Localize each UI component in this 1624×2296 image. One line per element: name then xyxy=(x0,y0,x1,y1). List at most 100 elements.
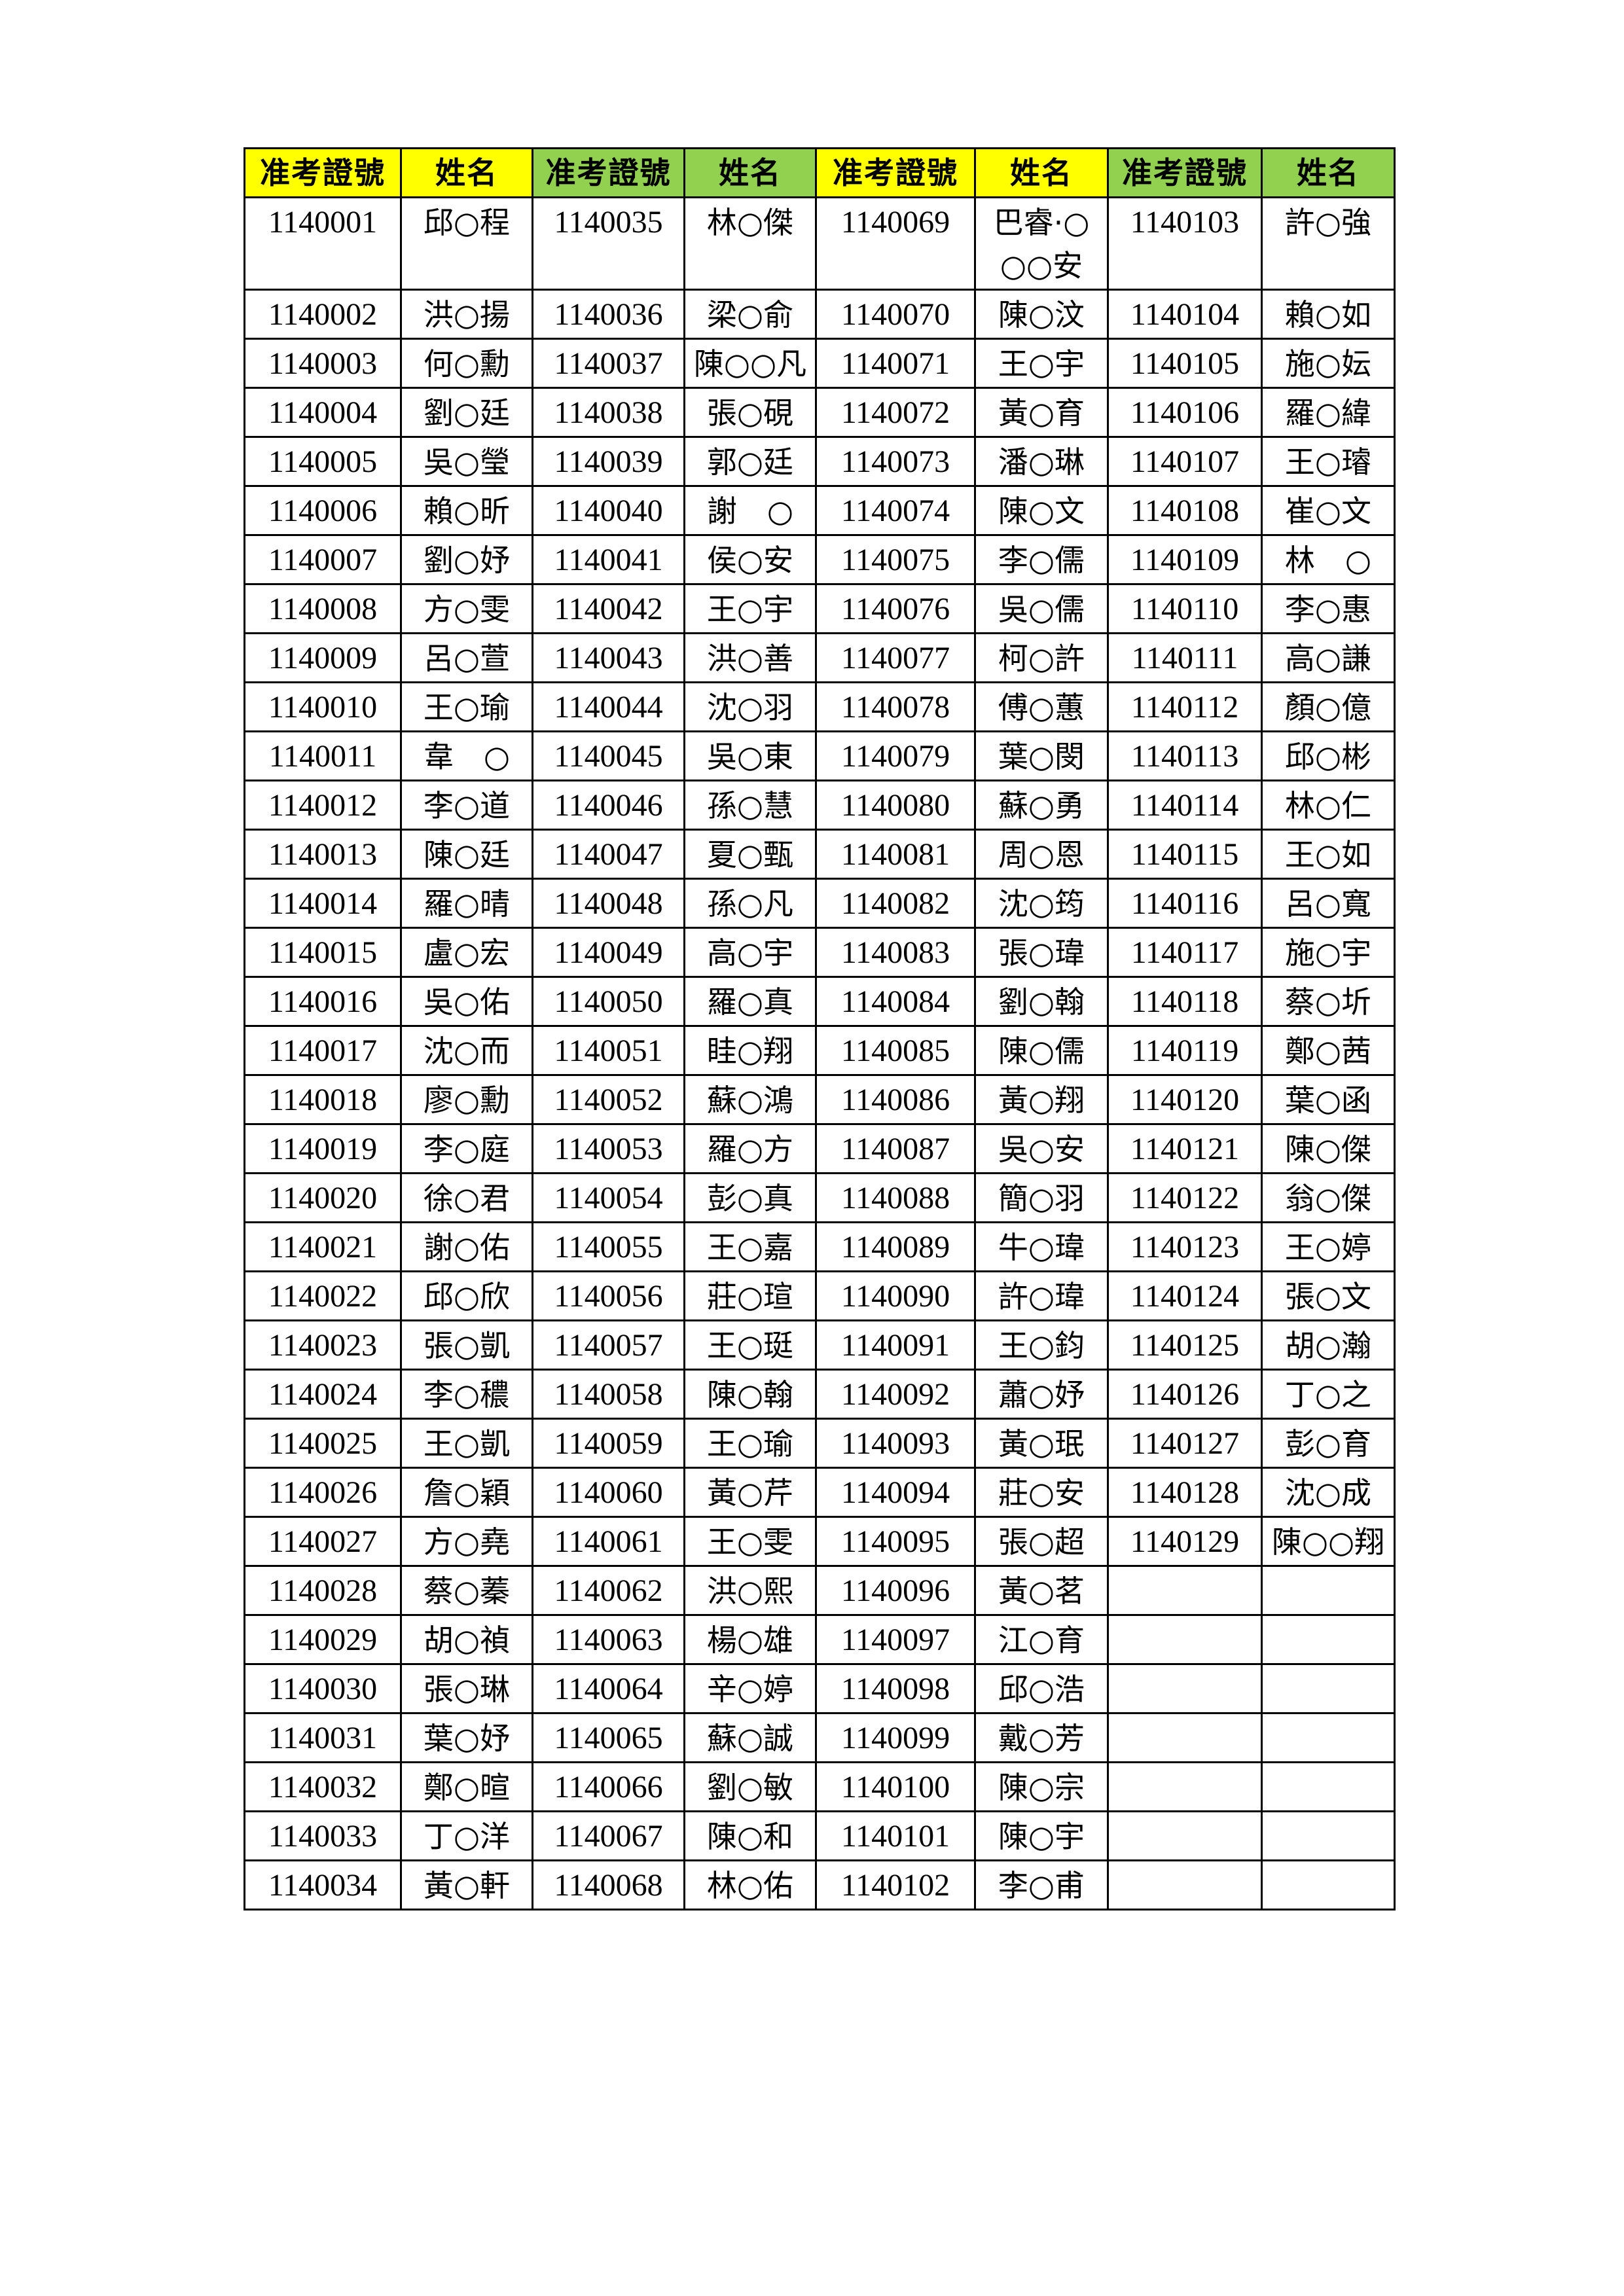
exam-number-cell: 1140071 xyxy=(815,338,976,389)
name-cell: 葉○函 xyxy=(1261,1074,1396,1125)
exam-number-cell: 1140093 xyxy=(815,1418,976,1469)
name-cell: 呂○萱 xyxy=(400,632,533,683)
exam-number-cell: 1140068 xyxy=(532,1859,685,1910)
name-cell: 劉○敏 xyxy=(683,1761,817,1812)
exam-number-cell: 1140041 xyxy=(532,534,685,585)
exam-number-cell: 1140116 xyxy=(1107,878,1263,929)
exam-number-cell xyxy=(1107,1663,1263,1714)
exam-number-cell: 1140122 xyxy=(1107,1172,1263,1223)
name-cell: 劉○妤 xyxy=(400,534,533,585)
exam-number-cell: 1140047 xyxy=(532,829,685,880)
exam-number-cell: 1140001 xyxy=(244,196,402,291)
table-row: 1140031 葉○妤 1140065 蘇○誠 1140099 戴○芳 xyxy=(244,1712,1396,1763)
exam-number-cell: 1140033 xyxy=(244,1810,402,1861)
name-cell: 邱○欣 xyxy=(400,1270,533,1321)
table-row: 1140033 丁○洋 1140067 陳○和 1140101 陳○宇 xyxy=(244,1810,1396,1861)
name-cell: 高○謙 xyxy=(1261,632,1396,683)
exam-number-cell xyxy=(1107,1614,1263,1665)
exam-number-cell: 1140010 xyxy=(244,681,402,732)
exam-number-cell: 1140055 xyxy=(532,1221,685,1272)
name-cell: 黃○育 xyxy=(974,387,1109,438)
exam-number-cell: 1140063 xyxy=(532,1614,685,1665)
name-cell: 陳○○凡 xyxy=(683,338,817,389)
exam-number-cell: 1140112 xyxy=(1107,681,1263,732)
exam-number-cell: 1140106 xyxy=(1107,387,1263,438)
name-cell: 廖○勳 xyxy=(400,1074,533,1125)
name-cell: 林 ○ xyxy=(1261,534,1396,585)
exam-number-cell: 1140022 xyxy=(244,1270,402,1321)
name-cell: 謝 ○ xyxy=(683,485,817,536)
table-row: 1140014 羅○晴 1140048 孫○凡 1140082 沈○筠 1140116 呂○寬 xyxy=(244,878,1396,929)
name-cell: 沈○筠 xyxy=(974,878,1109,929)
name-cell: 洪○揚 xyxy=(400,289,533,340)
exam-number-cell: 1140027 xyxy=(244,1516,402,1567)
name-cell: 蔡○圻 xyxy=(1261,976,1396,1027)
name-cell: 陳○儒 xyxy=(974,1025,1109,1076)
exam-number-cell: 1140030 xyxy=(244,1663,402,1714)
name-cell: 施○妘 xyxy=(1261,338,1396,389)
exam-number-cell: 1140034 xyxy=(244,1859,402,1910)
exam-number-cell: 1140060 xyxy=(532,1467,685,1518)
name-cell: 李○甫 xyxy=(974,1859,1109,1910)
name-cell: 陳○汶 xyxy=(974,289,1109,340)
exam-number-cell: 1140035 xyxy=(532,196,685,291)
exam-number-cell: 1140013 xyxy=(244,829,402,880)
exam-number-cell: 1140081 xyxy=(815,829,976,880)
table-row: 1140002 洪○揚 1140036 梁○俞 1140070 陳○汶 1140104 賴○如 xyxy=(244,289,1396,340)
table-row: 1140026 詹○穎 1140060 黃○芹 1140094 莊○安 1140128 沈○成 xyxy=(244,1467,1396,1518)
exam-number-cell: 1140026 xyxy=(244,1467,402,1518)
exam-number-cell: 1140103 xyxy=(1107,196,1263,291)
header-name: 姓名 xyxy=(400,147,533,198)
table-row: 1140020 徐○君 1140054 彭○真 1140088 簡○羽 1140122 翁○傑 xyxy=(244,1172,1396,1223)
table-row: 1140021 謝○佑 1140055 王○嘉 1140089 牛○瑋 1140123 王○婷 xyxy=(244,1221,1396,1272)
exam-number-cell: 1140125 xyxy=(1107,1319,1263,1371)
name-cell: 王○鈞 xyxy=(974,1319,1109,1371)
name-cell: 陳○○翔 xyxy=(1261,1516,1396,1567)
name-cell: 崔○文 xyxy=(1261,485,1396,536)
name-cell: 黃○軒 xyxy=(400,1859,533,1910)
table-row: 1140015 盧○宏 1140049 高○宇 1140083 張○瑋 1140117 施○宇 xyxy=(244,927,1396,978)
table-row: 1140025 王○凱 1140059 王○瑜 1140093 黃○珉 1140127 彭○育 xyxy=(244,1418,1396,1469)
name-cell: 顏○億 xyxy=(1261,681,1396,732)
exam-number-cell: 1140040 xyxy=(532,485,685,536)
exam-number-cell: 1140062 xyxy=(532,1565,685,1616)
name-cell: 王○宇 xyxy=(974,338,1109,389)
exam-number-cell: 1140008 xyxy=(244,583,402,634)
exam-number-cell: 1140038 xyxy=(532,387,685,438)
name-cell: 黃○珉 xyxy=(974,1418,1109,1469)
header-exam-number: 准考證號 xyxy=(532,147,685,198)
exam-roster-table: 准考證號 姓名 准考證號 姓名 准考證號 姓名 准考證號 姓名 1140001 邱… xyxy=(244,147,1396,1910)
exam-number-cell: 1140058 xyxy=(532,1369,685,1420)
name-cell: 傅○蕙 xyxy=(974,681,1109,732)
exam-number-cell: 1140085 xyxy=(815,1025,976,1076)
name-cell: 蕭○妤 xyxy=(974,1369,1109,1420)
name-cell: 施○宇 xyxy=(1261,927,1396,978)
exam-number-cell: 1140117 xyxy=(1107,927,1263,978)
name-cell: 林○佑 xyxy=(683,1859,817,1910)
name-cell: 彭○真 xyxy=(683,1172,817,1223)
table-row: 1140008 方○雯 1140042 王○宇 1140076 吳○儒 1140110 李○惠 xyxy=(244,583,1396,634)
exam-number-cell: 1140067 xyxy=(532,1810,685,1861)
name-cell: 黃○茗 xyxy=(974,1565,1109,1616)
name-cell: 戴○芳 xyxy=(974,1712,1109,1763)
name-cell: 王○雯 xyxy=(683,1516,817,1567)
exam-number-cell: 1140123 xyxy=(1107,1221,1263,1272)
header-exam-number: 准考證號 xyxy=(244,147,402,198)
name-cell: 陳○傑 xyxy=(1261,1123,1396,1174)
exam-number-cell: 1140028 xyxy=(244,1565,402,1616)
name-cell: 王○瑜 xyxy=(683,1418,817,1469)
name-cell: 方○堯 xyxy=(400,1516,533,1567)
exam-number-cell: 1140113 xyxy=(1107,730,1263,781)
exam-number-cell xyxy=(1107,1810,1263,1861)
name-cell: 潘○琳 xyxy=(974,436,1109,487)
name-cell: 胡○瀚 xyxy=(1261,1319,1396,1371)
name-cell: 夏○甄 xyxy=(683,829,817,880)
name-cell: 梁○俞 xyxy=(683,289,817,340)
exam-number-cell xyxy=(1107,1761,1263,1812)
name-cell: 張○文 xyxy=(1261,1270,1396,1321)
name-cell: 吳○儒 xyxy=(974,583,1109,634)
exam-number-cell: 1140018 xyxy=(244,1074,402,1125)
exam-number-cell: 1140065 xyxy=(532,1712,685,1763)
name-cell: 沈○成 xyxy=(1261,1467,1396,1518)
name-cell xyxy=(1261,1859,1396,1910)
